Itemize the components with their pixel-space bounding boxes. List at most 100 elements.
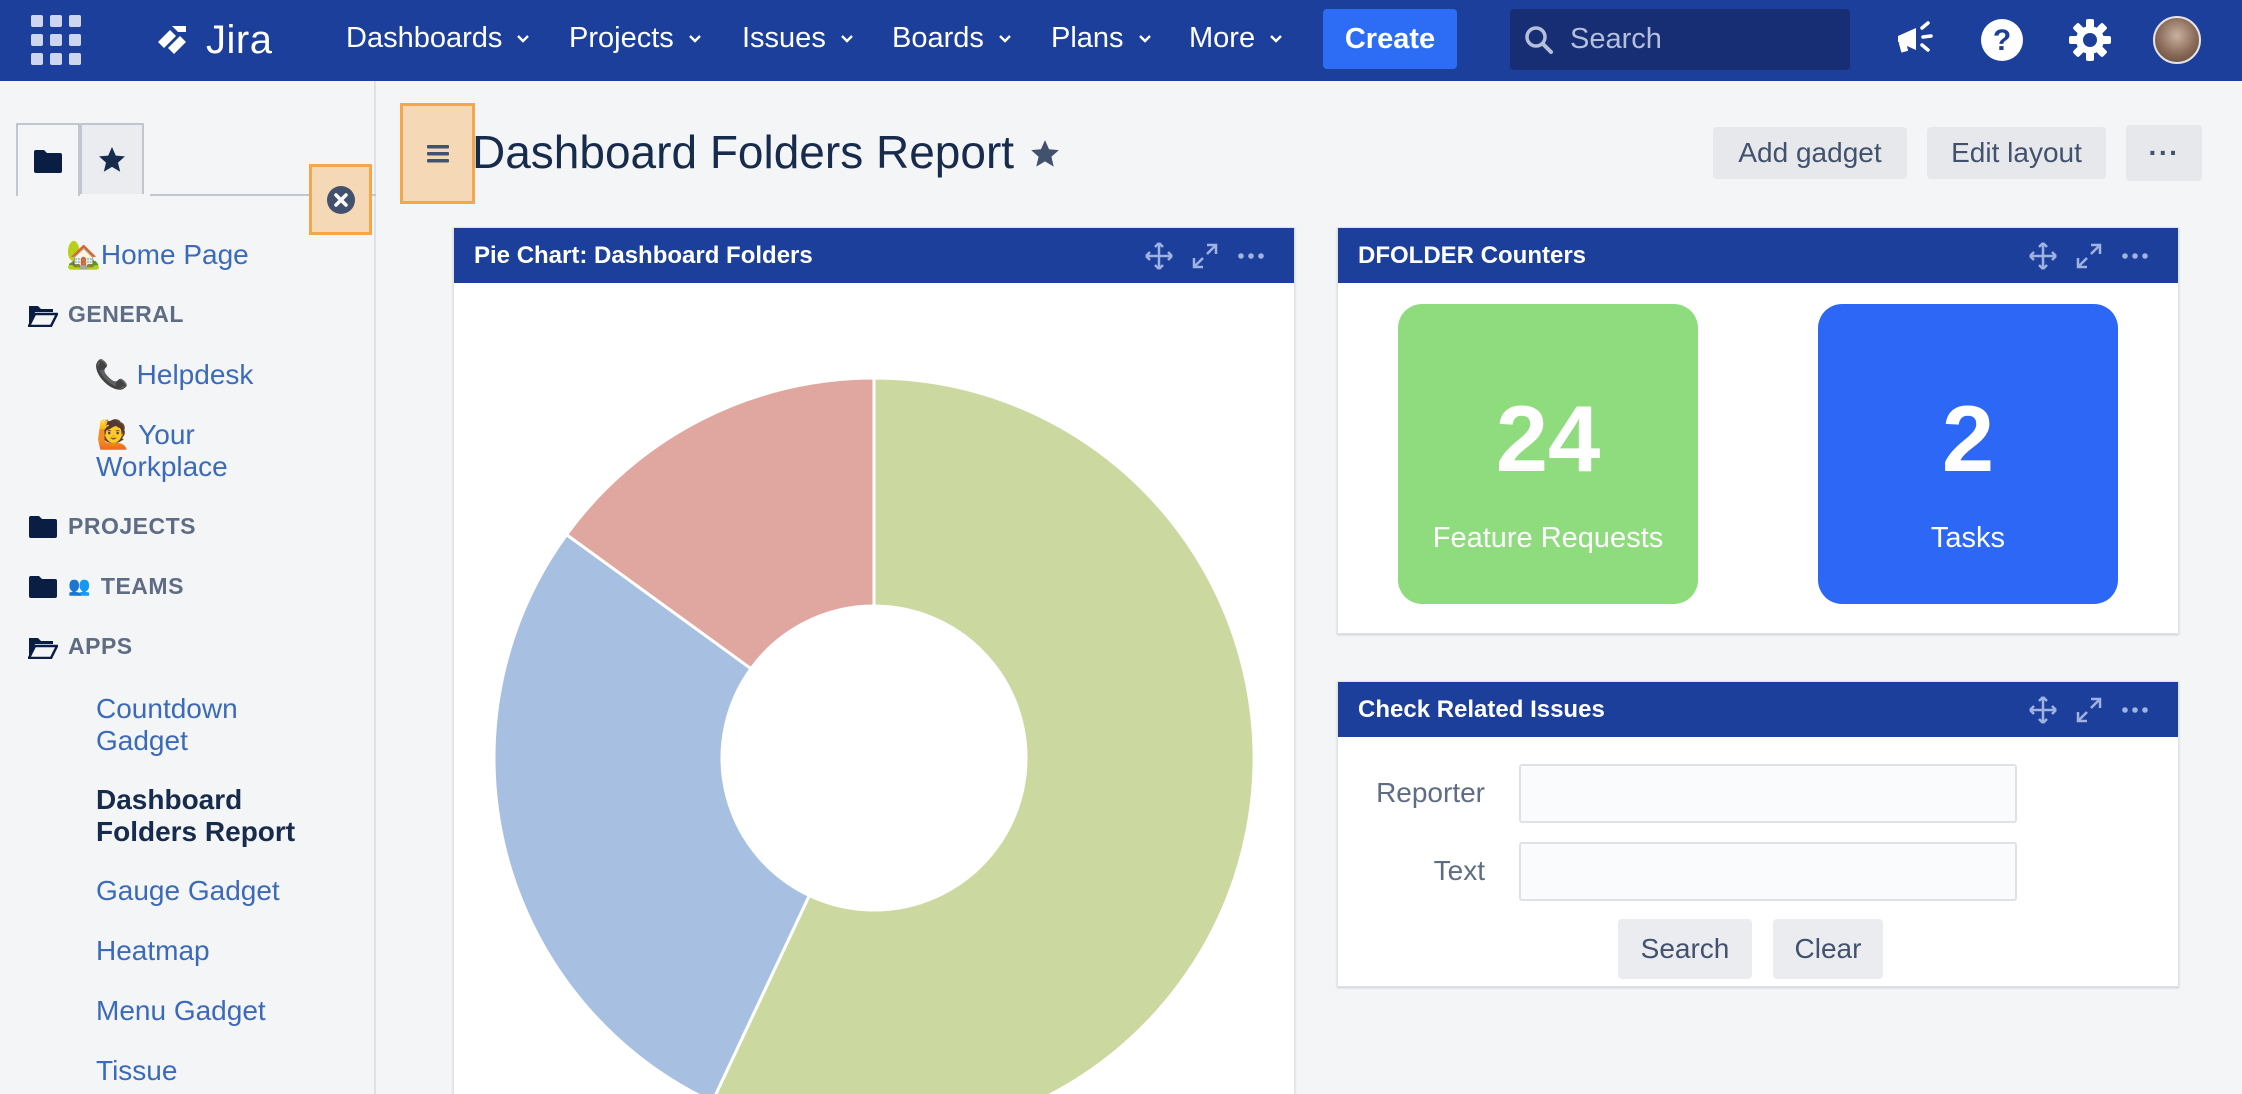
folder-icon xyxy=(29,575,57,598)
close-circle-icon xyxy=(326,185,355,214)
toggle-sidebar-button[interactable] xyxy=(400,103,475,204)
search-input[interactable] xyxy=(1570,23,1830,56)
chevron-down-icon xyxy=(688,34,701,43)
sidebar-item-tissue[interactable]: Tissue xyxy=(96,1055,178,1086)
reporter-label: Reporter xyxy=(1376,777,1485,808)
section-label: TEAMS xyxy=(100,573,184,599)
counter-label: Feature Requests xyxy=(1432,522,1664,554)
sidebar-item-heatmap[interactable]: Heatmap xyxy=(96,935,210,966)
gadget-header: Check Related Issues xyxy=(1338,682,2178,737)
expand-icon[interactable] xyxy=(2074,695,2104,725)
nav-issues[interactable]: Issues xyxy=(742,22,854,55)
sidebar-tabs xyxy=(16,123,144,196)
notifications-megaphone-icon[interactable] xyxy=(1889,15,1939,65)
expand-icon[interactable] xyxy=(1190,241,1220,271)
close-sidebar-button[interactable] xyxy=(309,164,372,235)
section-label: APPS xyxy=(68,633,133,659)
settings-gear-icon[interactable] xyxy=(2065,15,2115,65)
sidebar-item-menu-gadget[interactable]: Menu Gadget xyxy=(96,995,266,1026)
sidebar-item-label: Gadget xyxy=(96,725,188,756)
nav-more-label: More xyxy=(1189,22,1256,54)
nav-dashboards-label: Dashboards xyxy=(346,22,503,54)
chevron-down-icon xyxy=(1138,34,1151,43)
more-actions-button[interactable]: ··· xyxy=(2126,125,2202,181)
nav-issues-label: Issues xyxy=(742,22,826,54)
search-button[interactable]: Search xyxy=(1618,919,1752,979)
nav-more[interactable]: More xyxy=(1189,22,1283,55)
section-label: PROJECTS xyxy=(68,513,196,539)
section-projects[interactable]: PROJECTS xyxy=(28,513,196,540)
sidebar-item-label: Countdown xyxy=(96,693,238,724)
donut-slice-1[interactable] xyxy=(712,376,1256,1094)
donut-slice-2[interactable] xyxy=(492,532,812,1094)
tab-underline xyxy=(150,194,376,196)
logo-text: Jira xyxy=(206,17,273,62)
app-switcher-icon[interactable] xyxy=(31,15,81,65)
sidebar-item-label: Helpdesk xyxy=(136,359,254,390)
counter-feature-requests[interactable]: 24 Feature Requests xyxy=(1398,304,1698,604)
edit-layout-button[interactable]: Edit layout xyxy=(1927,127,2106,179)
sidebar-item-gauge-gadget[interactable]: Gauge Gadget xyxy=(96,875,280,906)
donut-slice-3[interactable] xyxy=(564,376,876,671)
gadget-title: DFOLDER Counters xyxy=(1358,241,1586,269)
more-dots-icon[interactable] xyxy=(2120,241,2150,271)
nav-projects-label: Projects xyxy=(569,22,674,54)
counter-label: Tasks xyxy=(1930,522,2006,554)
folder-icon xyxy=(29,515,57,538)
section-teams[interactable]: 👥 TEAMS xyxy=(28,573,184,600)
add-gadget-button[interactable]: Add gadget xyxy=(1713,127,1907,179)
folder-open-icon xyxy=(28,305,58,327)
sidebar-item-countdown-gadget[interactable]: Countdown Gadget xyxy=(96,693,238,757)
gadget-header: Pie Chart: Dashboard Folders xyxy=(454,228,1294,283)
search-box xyxy=(1510,9,1850,70)
user-avatar[interactable] xyxy=(2153,16,2201,64)
page-title: Dashboard Folders Report xyxy=(472,126,1015,178)
sidebar-item-label: Your xyxy=(138,419,195,450)
nav-boards[interactable]: Boards xyxy=(892,22,1012,55)
nav-plans[interactable]: Plans xyxy=(1051,22,1152,55)
more-dots-icon[interactable] xyxy=(1236,241,1266,271)
move-icon[interactable] xyxy=(2028,241,2058,271)
sidebar: 🏡Home Page GENERAL 📞 Helpdesk 🙋 Your Wor… xyxy=(0,81,376,1094)
reporter-input[interactable] xyxy=(1519,764,2017,823)
counter-value: 2 xyxy=(1941,386,1995,491)
check-related-issues-gadget: Check Related Issues Reporter Text Searc… xyxy=(1337,681,2179,987)
expand-icon[interactable] xyxy=(2074,241,2104,271)
gadget-title: Check Related Issues xyxy=(1358,695,1605,723)
chevron-down-icon xyxy=(840,34,853,43)
gadget-toolbar xyxy=(2028,682,2150,737)
section-general[interactable]: GENERAL xyxy=(28,301,184,328)
sidebar-item-label: Folders Report xyxy=(96,816,296,847)
sidebar-item-dashboard-folders-report[interactable]: Dashboard Folders Report xyxy=(96,784,295,848)
tab-starred[interactable] xyxy=(80,123,144,194)
counter-tasks[interactable]: 2 Tasks xyxy=(1818,304,2118,604)
house-icon: 🏡 xyxy=(66,239,101,270)
star-icon xyxy=(99,146,125,172)
sidebar-item-helpdesk[interactable]: 📞 Helpdesk xyxy=(94,359,253,391)
people-icon: 👥 xyxy=(68,576,91,596)
section-apps[interactable]: APPS xyxy=(28,633,133,660)
text-label: Text xyxy=(1433,855,1485,886)
clear-button[interactable]: Clear xyxy=(1773,919,1883,979)
text-input[interactable] xyxy=(1519,842,2017,901)
help-icon[interactable]: ? xyxy=(1977,15,2027,65)
nav-dashboards[interactable]: Dashboards xyxy=(346,22,530,55)
move-icon[interactable] xyxy=(1144,241,1174,271)
jira-logo[interactable]: Jira xyxy=(152,18,272,62)
chevron-down-icon xyxy=(1270,34,1282,43)
section-label: GENERAL xyxy=(68,301,184,327)
top-navigation-bar: Jira Dashboards Projects Issues Boards P… xyxy=(0,0,2242,81)
counter-value: 24 xyxy=(1495,386,1601,491)
nav-projects[interactable]: Projects xyxy=(569,22,702,55)
sidebar-item-your-workplace[interactable]: 🙋 Your Workplace xyxy=(96,419,228,483)
more-dots-icon[interactable] xyxy=(2120,695,2150,725)
gadget-toolbar xyxy=(1144,228,1266,283)
tab-folders[interactable] xyxy=(16,123,80,196)
nav-boards-label: Boards xyxy=(892,22,984,54)
search-icon xyxy=(1525,25,1553,54)
move-icon[interactable] xyxy=(2028,695,2058,725)
create-button[interactable]: Create xyxy=(1323,9,1457,69)
sidebar-item-home[interactable]: 🏡Home Page xyxy=(66,239,249,271)
star-icon[interactable] xyxy=(1029,138,1061,170)
folder-icon xyxy=(34,149,62,173)
